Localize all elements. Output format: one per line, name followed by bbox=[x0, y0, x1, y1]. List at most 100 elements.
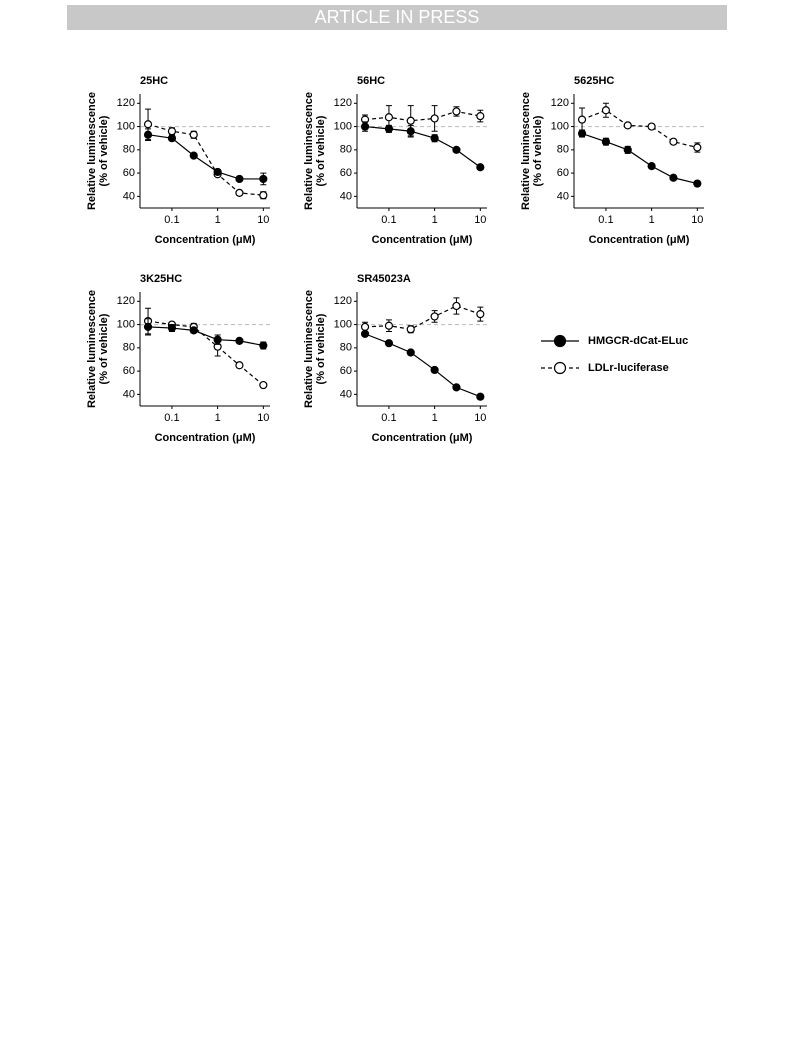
y-axis-label: (% of vehicle) bbox=[315, 313, 327, 384]
data-point bbox=[693, 143, 702, 152]
series-line bbox=[581, 109, 698, 149]
y-axis-label: (% of vehicle) bbox=[98, 115, 110, 186]
data-point bbox=[693, 179, 702, 188]
data-point bbox=[476, 392, 485, 401]
series-line bbox=[581, 132, 698, 185]
x-tick-label: 0.1 bbox=[164, 412, 179, 424]
data-point bbox=[452, 383, 461, 392]
data-point bbox=[235, 174, 244, 184]
data-point bbox=[430, 134, 439, 143]
y-axis-label: (% of vehicle) bbox=[532, 115, 544, 186]
data-point bbox=[476, 163, 485, 172]
data-point bbox=[259, 191, 268, 200]
data-point bbox=[259, 174, 268, 184]
x-tick-label: 1 bbox=[215, 214, 221, 226]
y-tick-label: 120 bbox=[117, 295, 135, 307]
x-tick-label: 10 bbox=[474, 214, 486, 226]
data-point bbox=[406, 325, 415, 334]
x-tick-label: 1 bbox=[215, 412, 221, 424]
x-axis-label: Concentration (μM) bbox=[155, 432, 256, 444]
data-point bbox=[360, 329, 370, 338]
y-axis-label: (% of vehicle) bbox=[315, 115, 327, 186]
y-tick-label: 100 bbox=[117, 318, 135, 330]
y-tick-label: 40 bbox=[340, 190, 352, 202]
y-tick-label: 80 bbox=[123, 144, 135, 156]
series-line bbox=[364, 110, 481, 122]
data-point bbox=[235, 188, 244, 197]
data-point bbox=[384, 124, 394, 133]
y-tick-label: 120 bbox=[334, 97, 352, 109]
data-point bbox=[623, 121, 632, 130]
x-tick-label: 0.1 bbox=[381, 214, 396, 226]
y-tick-label: 120 bbox=[117, 97, 135, 109]
data-point bbox=[430, 114, 439, 123]
data-point bbox=[430, 365, 439, 375]
x-tick-label: 1 bbox=[432, 214, 438, 226]
header: ARTICLE IN PRESS bbox=[315, 7, 480, 27]
x-tick-label: 10 bbox=[691, 214, 703, 226]
data-point bbox=[669, 173, 678, 182]
y-axis-label: (% of vehicle) bbox=[98, 313, 110, 384]
panel-title: 5625HC bbox=[574, 75, 614, 87]
data-point bbox=[143, 120, 153, 129]
x-tick-label: 1 bbox=[432, 412, 438, 424]
data-point bbox=[360, 122, 370, 131]
data-point bbox=[384, 339, 394, 348]
y-tick-label: 80 bbox=[340, 144, 352, 156]
series-line bbox=[147, 134, 264, 180]
data-point bbox=[213, 335, 222, 344]
y-tick-label: 40 bbox=[123, 190, 135, 202]
y-tick-label: 100 bbox=[117, 120, 135, 132]
data-point bbox=[623, 145, 632, 154]
data-point bbox=[452, 107, 461, 116]
y-tick-label: 80 bbox=[340, 342, 352, 354]
data-point bbox=[189, 130, 198, 139]
data-point bbox=[384, 113, 394, 122]
data-point bbox=[452, 145, 461, 154]
x-axis-label: Concentration (μM) bbox=[589, 234, 690, 246]
y-axis-label: Relative luminescence bbox=[86, 92, 98, 210]
data-point bbox=[143, 130, 153, 139]
y-tick-label: 100 bbox=[551, 120, 569, 132]
data-point bbox=[669, 137, 678, 146]
legend-marker bbox=[553, 334, 567, 348]
x-tick-label: 0.1 bbox=[381, 412, 396, 424]
series-line bbox=[147, 320, 264, 386]
panel-title: 56HC bbox=[357, 75, 385, 87]
data-point bbox=[189, 151, 198, 160]
data-point bbox=[476, 112, 485, 121]
data-point bbox=[577, 115, 587, 124]
y-tick-label: 80 bbox=[557, 144, 569, 156]
data-point bbox=[167, 127, 177, 136]
legend-marker bbox=[553, 361, 567, 375]
data-point bbox=[143, 322, 153, 331]
y-tick-label: 60 bbox=[123, 365, 135, 377]
data-point bbox=[601, 106, 611, 115]
data-point bbox=[406, 348, 415, 357]
data-point bbox=[577, 129, 587, 138]
x-tick-label: 0.1 bbox=[164, 214, 179, 226]
x-tick-label: 1 bbox=[649, 214, 655, 226]
data-point bbox=[235, 336, 244, 345]
x-tick-label: 10 bbox=[474, 412, 486, 424]
x-axis-label: Concentration (μM) bbox=[155, 234, 256, 246]
y-axis-label: Relative luminescence bbox=[303, 92, 315, 210]
y-axis-label: Relative luminescence bbox=[86, 290, 98, 408]
data-point bbox=[189, 326, 198, 335]
data-point bbox=[384, 321, 394, 330]
y-tick-label: 60 bbox=[340, 167, 352, 179]
data-point bbox=[406, 127, 415, 136]
data-point bbox=[647, 122, 656, 131]
y-tick-label: 120 bbox=[334, 295, 352, 307]
y-tick-label: 60 bbox=[340, 365, 352, 377]
y-tick-label: 120 bbox=[551, 97, 569, 109]
panel-title: 3K25HC bbox=[140, 273, 182, 285]
x-tick-label: 0.1 bbox=[598, 214, 613, 226]
y-tick-label: 80 bbox=[123, 342, 135, 354]
y-tick-label: 60 bbox=[557, 167, 569, 179]
data-point bbox=[601, 137, 611, 146]
y-tick-label: 40 bbox=[123, 388, 135, 400]
y-tick-label: 100 bbox=[334, 318, 352, 330]
series-line bbox=[364, 125, 481, 168]
data-point bbox=[167, 323, 177, 333]
